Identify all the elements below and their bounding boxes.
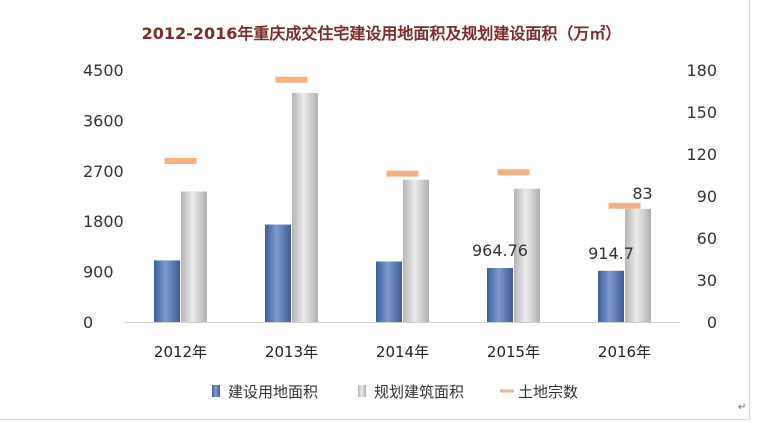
y-left-tick-label: 4500	[83, 61, 124, 80]
y-left-tick-label: 2700	[83, 162, 124, 181]
x-tick-label: 2013年	[265, 343, 318, 361]
bar-land-area	[487, 267, 513, 322]
x-tick-label: 2012年	[154, 343, 207, 361]
y-right-tick-label: 0	[707, 313, 717, 332]
bar-land-area	[265, 224, 291, 322]
y-right-tick-label: 30	[697, 271, 717, 290]
bar-land-area	[598, 270, 624, 322]
y-left-tick-label: 3600	[83, 111, 124, 130]
legend-label: 建设用地面积	[228, 383, 318, 401]
bar-land-area	[154, 260, 180, 322]
x-tick-label: 2016年	[598, 343, 651, 361]
data-label: 964.76	[472, 241, 528, 260]
legend-label: 规划建筑面积	[374, 383, 464, 401]
y-left-tick-label: 1800	[83, 212, 124, 231]
y-right-tick-label: 60	[697, 229, 717, 248]
bar-planned-area	[292, 92, 318, 323]
y-right-tick-label: 180	[686, 61, 717, 80]
bar-planned-area	[181, 191, 207, 322]
chart-frame	[0, 0, 750, 420]
y-right-tick-label: 150	[686, 103, 717, 122]
data-label: 83	[632, 184, 652, 203]
y-right-tick-label: 90	[697, 187, 717, 206]
bar-planned-area	[403, 179, 429, 322]
bar-planned-area	[514, 188, 540, 322]
bar-planned-area	[625, 208, 651, 322]
legend-swatch	[358, 385, 366, 397]
corner-mark: ↵	[738, 402, 747, 413]
legend-swatch	[212, 385, 220, 397]
y-left-tick-label: 900	[83, 263, 114, 282]
chart-title: 2012-2016年重庆成交住宅建设用地面积及规划建设面积（万㎡）	[141, 24, 622, 43]
x-tick-label: 2014年	[376, 343, 429, 361]
bar-land-area	[376, 261, 402, 322]
data-label: 914.7	[588, 244, 634, 263]
legend-label: 土地宗数	[518, 383, 578, 401]
y-left-tick-label: 0	[83, 313, 93, 332]
y-right-tick-label: 120	[686, 145, 717, 164]
x-tick-label: 2015年	[487, 343, 540, 361]
